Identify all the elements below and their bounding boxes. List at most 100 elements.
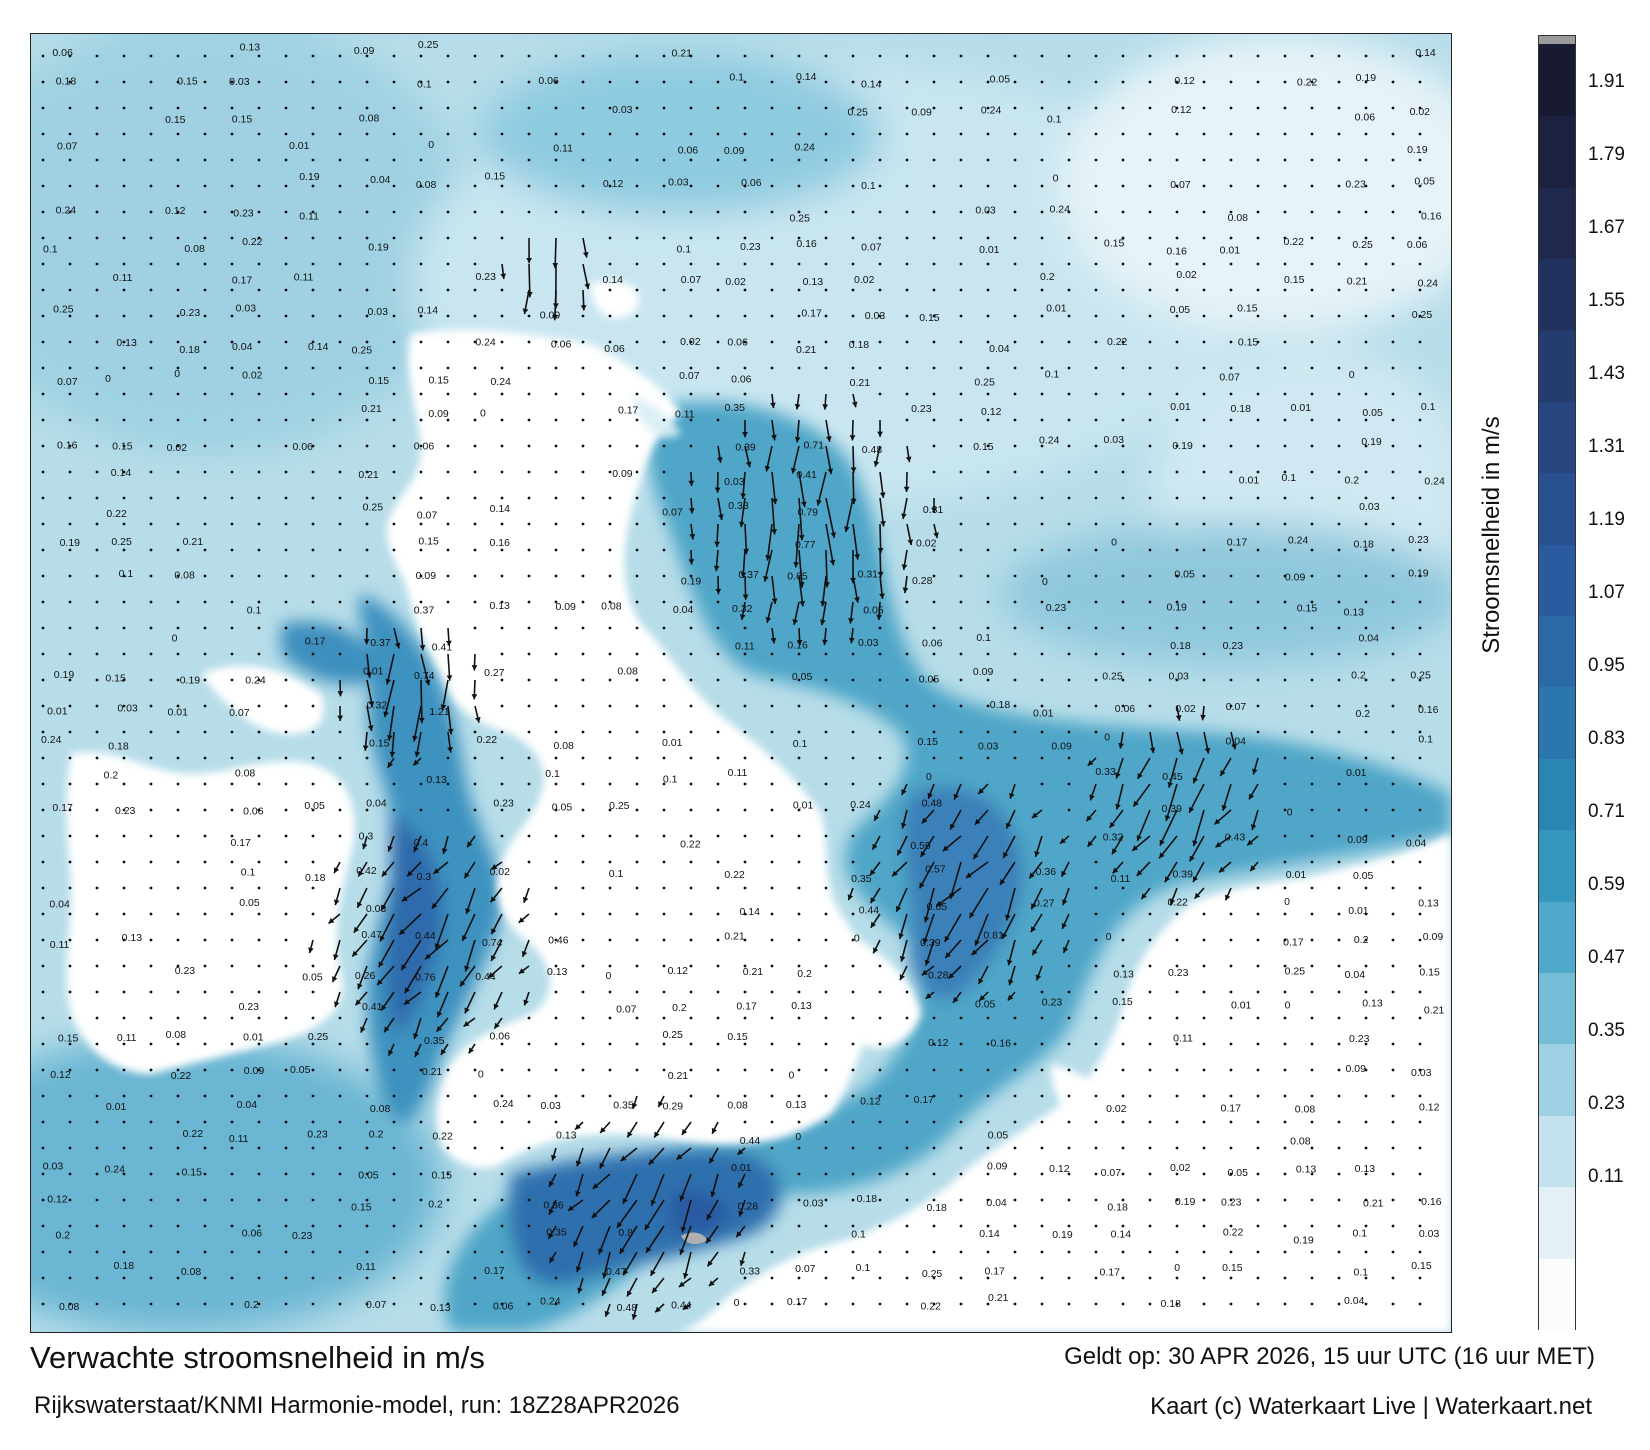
vector-dot — [95, 860, 99, 864]
vector-dot — [905, 1198, 909, 1202]
vector-dot — [500, 1042, 504, 1046]
vector-dot — [149, 1276, 153, 1280]
vector-dot — [1175, 1042, 1179, 1046]
vector-dot — [68, 808, 72, 812]
vector-dot — [1256, 704, 1260, 708]
speed-value-label: 0.13 — [786, 1099, 807, 1111]
vector-dot — [1418, 756, 1422, 760]
vector-arrowhead — [1132, 845, 1139, 851]
vector-dot — [257, 184, 261, 188]
vector-dot — [770, 1172, 774, 1176]
vector-arrowhead — [500, 273, 507, 280]
vector-dot — [500, 808, 504, 812]
vector-arrow — [798, 471, 806, 508]
vector-dot — [662, 366, 666, 370]
vector-dot — [1283, 704, 1287, 708]
speed-value-label: 0.08 — [235, 767, 256, 779]
vector-dot — [851, 106, 855, 110]
vector-dot — [284, 704, 288, 708]
vector-dot — [1067, 1042, 1071, 1046]
vector-arrowhead — [655, 1306, 661, 1313]
vector-dot — [1175, 912, 1179, 916]
vector-dot — [689, 886, 693, 890]
vector-dot — [176, 444, 180, 448]
vector-dot — [122, 600, 126, 604]
vector-dot — [95, 964, 99, 968]
vector-dot — [824, 730, 828, 734]
speed-value-label: 0.14 — [490, 503, 511, 515]
vector-dot — [581, 444, 585, 448]
speed-value-label: 0.07 — [681, 274, 702, 286]
speed-value-label: 0.2 — [104, 770, 119, 782]
speed-value-label: 0.05 — [302, 972, 323, 984]
vector-dot — [122, 886, 126, 890]
vector-dot — [95, 444, 99, 448]
speed-value-label: 0.19 — [299, 171, 320, 183]
vector-dot — [1418, 860, 1422, 864]
vector-dot — [392, 1094, 396, 1098]
vector-arrowhead — [463, 1021, 470, 1027]
vector-dot — [527, 652, 531, 656]
vector-dot — [41, 470, 45, 474]
speed-value-label: 0 — [1349, 369, 1355, 381]
vector-dot — [1013, 756, 1017, 760]
vector-arrowhead — [462, 935, 468, 941]
vector-dot — [365, 1276, 369, 1280]
vector-dot — [1283, 340, 1287, 344]
vector-dot — [473, 184, 477, 188]
vector-dot — [338, 470, 342, 474]
vector-dot — [230, 418, 234, 422]
vector-dot — [203, 496, 207, 500]
vector-arrowhead — [924, 959, 931, 966]
speed-value-label: 0.06 — [731, 373, 752, 385]
vector-arrowhead — [745, 461, 752, 468]
vector-arrowhead — [920, 851, 926, 857]
vector-dot — [95, 886, 99, 890]
vector-dot — [1148, 106, 1152, 110]
vector-dot — [662, 288, 666, 292]
vector-arrowhead — [879, 492, 886, 498]
vector-dot — [608, 600, 612, 604]
vector-dot — [527, 496, 531, 500]
vector-dot — [1418, 1172, 1422, 1176]
vector-dot — [1067, 1172, 1071, 1176]
speed-value-label: 0.18 — [305, 872, 326, 884]
vector-dot — [392, 392, 396, 396]
current-speed-map[interactable]: 0.06 0.13 0.09 0.25 0.21 0.14 0.18 0.15 0.03 0.1 0… — [30, 33, 1452, 1333]
colorbar-tick-label: 1.07 — [1588, 582, 1625, 603]
vector-arrowhead — [682, 1304, 689, 1310]
speed-value-label: 0.25 — [1102, 670, 1123, 682]
vector-dot — [1256, 262, 1260, 266]
vector-dot — [41, 522, 45, 526]
vector-dot — [1283, 990, 1287, 994]
vector-dot — [392, 600, 396, 604]
vector-dot — [1364, 1302, 1368, 1306]
speed-value-label: 0.24 — [1424, 476, 1445, 488]
vector-dot — [824, 886, 828, 890]
vector-arrowhead — [999, 878, 1006, 885]
vector-dot — [959, 730, 963, 734]
vector-arrowhead — [763, 575, 769, 582]
vector-dot — [1283, 808, 1287, 812]
vector-dot — [230, 548, 234, 552]
vector-dot — [878, 990, 882, 994]
vector-arrowhead — [798, 534, 805, 541]
vector-dot — [878, 80, 882, 84]
vector-dot — [824, 1120, 828, 1124]
vector-dot — [1418, 184, 1422, 188]
vector-arrow — [435, 965, 449, 998]
vector-dot — [797, 808, 801, 812]
vector-dot — [1310, 1068, 1314, 1072]
vector-arrowhead — [713, 565, 720, 572]
speed-value-label: 0.39 — [920, 937, 941, 949]
speed-value-label: 0.15 — [919, 312, 940, 324]
vector-dot — [716, 912, 720, 916]
vector-arrowhead — [1167, 781, 1174, 788]
vector-dot — [122, 132, 126, 136]
vector-dot — [689, 1042, 693, 1046]
vector-dot — [419, 1146, 423, 1150]
vector-dot — [1013, 470, 1017, 474]
vector-dot — [581, 964, 585, 968]
vector-arrowhead — [816, 499, 822, 506]
vector-arrowhead — [739, 614, 746, 620]
